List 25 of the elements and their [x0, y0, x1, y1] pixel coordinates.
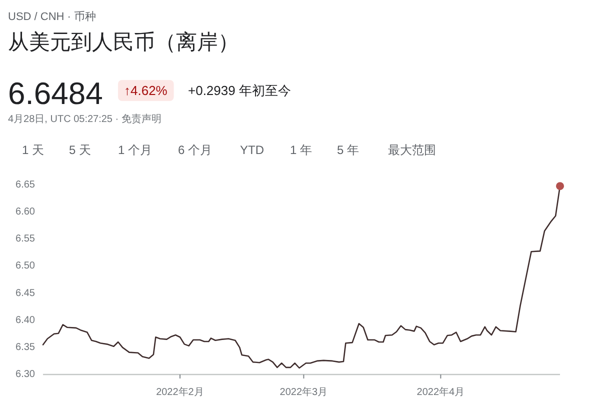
range-tab-label: YTD [240, 143, 264, 157]
y-tick-label: 6.35 [16, 342, 36, 353]
timestamp-note: 4月28日, UTC 05:27:25 · 免责声明 [8, 114, 162, 125]
range-tab-label: 1 个月 [118, 143, 152, 157]
range-tab-label: 最大范围 [388, 143, 436, 157]
y-tick-label: 6.30 [16, 369, 36, 380]
range-tab-label: 6 个月 [178, 143, 212, 157]
range-tab-label: 5 年 [337, 143, 360, 157]
y-tick-label: 6.55 [16, 234, 36, 245]
y-tick-label: 6.45 [16, 288, 36, 299]
range-tab-label: 1 天 [22, 143, 44, 157]
y-tick-label: 6.40 [16, 314, 36, 326]
x-tick-label: 2022年2月 [156, 386, 204, 398]
x-tick-label: 2022年4月 [416, 386, 465, 398]
y-tick-label: 6.60 [16, 206, 36, 218]
chart-title: 从美元到人民币（离岸） [8, 31, 239, 54]
y-tick-label: 6.65 [16, 180, 36, 190]
y-tick-label: 6.50 [16, 260, 36, 272]
range-tab-label: 1 年 [290, 143, 312, 157]
chart-subtitle: USD / CNH · 币种 [8, 10, 96, 23]
change-text: +0.2939 年初至今 [188, 83, 291, 98]
range-tab-label: 5 天 [69, 143, 92, 157]
change-badge: ↑4.62% [118, 80, 174, 101]
x-tick-label: 2022年3月 [280, 386, 328, 398]
price: 6.6484 [8, 76, 103, 111]
